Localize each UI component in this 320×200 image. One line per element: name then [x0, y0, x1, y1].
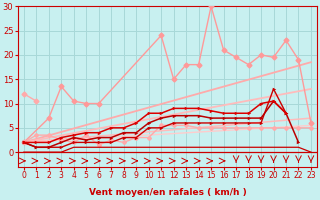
X-axis label: Vent moyen/en rafales ( km/h ): Vent moyen/en rafales ( km/h )	[89, 188, 246, 197]
